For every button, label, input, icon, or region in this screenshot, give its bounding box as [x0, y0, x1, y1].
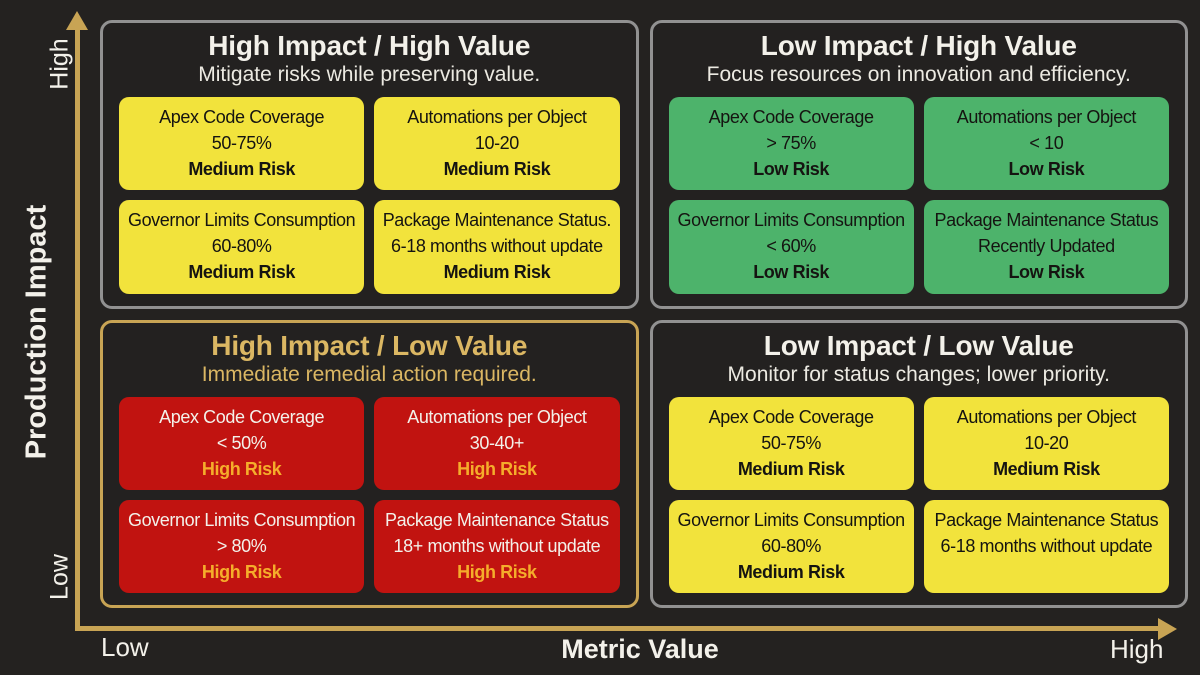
metric-card-automations-per-object: Automations per Object < 10 Low Risk	[923, 97, 1169, 191]
y-axis-arrow-up-icon	[66, 11, 88, 30]
metric-card-apex-code-coverage: Apex Code Coverage 50-75% Medium Risk	[668, 396, 914, 490]
quadrant-subtitle: Mitigate risks while preserving value.	[198, 63, 541, 86]
metric-risk-label: Medium Risk	[737, 458, 845, 479]
metric-value: < 50%	[216, 432, 267, 453]
metric-risk-label: Medium Risk	[188, 262, 295, 283]
metric-value: 18+ months without update	[393, 535, 601, 556]
metric-card-automations-per-object: Automations per Object 10-20 Medium Risk	[923, 396, 1169, 490]
quadrant-high-impact-low-value: High Impact / Low Value Immediate remedi…	[100, 319, 639, 608]
metric-card-apex-code-coverage: Apex Code Coverage 50-75% Medium Risk	[119, 97, 365, 191]
metric-risk-label: Low Risk	[1008, 159, 1085, 180]
metric-value: 6-18 months without update	[391, 236, 603, 257]
metric-card-governor-limits-consumption: Governor Limits Consumption 60-80% Mediu…	[668, 499, 914, 593]
metric-value: 50-75%	[761, 432, 821, 453]
metric-card-governor-limits-consumption: Governor Limits Consumption > 80% High R…	[119, 499, 365, 593]
metric-risk-label: High Risk	[457, 561, 537, 582]
metric-value: 10-20	[474, 133, 519, 154]
quadrant-title: High Impact / High Value	[208, 30, 531, 61]
y-axis-high-label: High	[45, 38, 74, 90]
metric-name: Automations per Object	[956, 107, 1137, 127]
y-axis-low-label: Low	[45, 554, 74, 600]
metric-risk-label: Medium Risk	[737, 561, 845, 582]
card-grid: Apex Code Coverage 50-75% Medium Risk Au…	[668, 396, 1169, 593]
metric-card-package-maintenance-status: Package Maintenance Status 6-18 months w…	[923, 499, 1169, 593]
metric-card-governor-limits-consumption: Governor Limits Consumption 60-80% Mediu…	[119, 200, 365, 294]
metric-value: 6-18 months without update	[940, 535, 1153, 556]
metric-card-package-maintenance-status: Package Maintenance Status 18+ months wi…	[374, 499, 620, 593]
metric-value: Recently Updated	[978, 236, 1115, 257]
metric-card-automations-per-object: Automations per Object 30-40+ High Risk	[374, 396, 620, 490]
metric-card-package-maintenance-status: Package Maintenance Status Recently Upda…	[923, 200, 1169, 294]
metric-value: < 60%	[766, 236, 816, 257]
quadrant-low-impact-low-value: Low Impact / Low Value Monitor for statu…	[649, 319, 1188, 608]
metric-value: 30-40+	[469, 432, 525, 453]
metric-value: > 75%	[766, 133, 816, 154]
metric-name: Governor Limits Consumption	[127, 210, 356, 231]
metric-risk-label: Medium Risk	[443, 262, 551, 283]
metric-value: 60-80%	[211, 236, 272, 257]
quadrant-low-impact-high-value: Low Impact / High Value Focus resources …	[649, 20, 1188, 309]
quadrant-subtitle: Focus resources on innovation and effici…	[706, 63, 1131, 86]
metric-risk-label: Low Risk	[753, 262, 830, 283]
metric-name: Automations per Object	[407, 107, 587, 127]
metric-name: Apex Code Coverage	[159, 406, 325, 427]
metric-name: Package Maintenance Status.	[382, 210, 612, 231]
metric-card-apex-code-coverage: Apex Code Coverage > 75% Low Risk	[668, 97, 914, 191]
y-axis-title: Production Impact	[20, 204, 53, 460]
metric-name: Apex Code Coverage	[708, 406, 874, 427]
metric-name: Automations per Object	[956, 406, 1137, 427]
x-axis-high-label: High	[1110, 634, 1164, 664]
metric-risk-label: High Risk	[457, 458, 537, 479]
metric-name: Package Maintenance Status	[385, 509, 609, 530]
x-axis-arrow-right-icon	[1158, 617, 1177, 640]
metric-value: > 80%	[216, 535, 267, 556]
metric-name: Apex Code Coverage	[159, 107, 325, 127]
metric-name: Package Maintenance Status	[934, 509, 1159, 530]
metric-risk-label: High Risk	[201, 561, 282, 582]
quadrant-subtitle: Immediate remedial action required.	[201, 362, 537, 386]
metric-risk-label: Low Risk	[753, 159, 830, 180]
metric-name: Governor Limits Consumption	[677, 210, 905, 231]
metric-value: 10-20	[1024, 432, 1069, 453]
card-grid: Apex Code Coverage 50-75% Medium Risk Au…	[119, 97, 620, 294]
metric-value: 60-80%	[761, 535, 821, 556]
metric-card-package-maintenance-status: Package Maintenance Status. 6-18 months …	[374, 200, 620, 294]
quadrant-title: Low Impact / High Value	[760, 30, 1077, 61]
metric-value: 50-75%	[211, 133, 272, 154]
metric-card-governor-limits-consumption: Governor Limits Consumption < 60% Low Ri…	[668, 200, 914, 294]
quadrant-high-impact-high-value: High Impact / High Value Mitigate risks …	[100, 20, 639, 309]
quadrant-title: Low Impact / Low Value	[763, 329, 1074, 361]
quadrant-grid: High Impact / High Value Mitigate risks …	[100, 20, 1188, 608]
metric-risk-label: Medium Risk	[993, 458, 1100, 479]
metric-card-automations-per-object: Automations per Object 10-20 Medium Risk	[374, 97, 620, 191]
metric-name: Governor Limits Consumption	[127, 509, 356, 530]
metric-risk-label: Low Risk	[1008, 262, 1085, 283]
x-axis-low-label: Low	[101, 632, 149, 662]
metric-risk-label: Medium Risk	[188, 159, 295, 180]
metric-card-apex-code-coverage: Apex Code Coverage < 50% High Risk	[119, 396, 365, 490]
quadrant-title: High Impact / Low Value	[211, 329, 528, 361]
metric-name: Package Maintenance Status	[934, 210, 1159, 231]
metric-value: < 10	[1029, 133, 1064, 154]
x-axis-title: Metric Value	[561, 634, 719, 664]
metric-risk-label: Medium Risk	[443, 159, 551, 180]
metric-name: Governor Limits Consumption	[677, 509, 905, 530]
x-axis-line	[75, 626, 1160, 631]
quadrant-subtitle: Monitor for status changes; lower priori…	[727, 362, 1110, 386]
card-grid: Apex Code Coverage > 75% Low Risk Automa…	[668, 97, 1169, 294]
metric-risk-label: High Risk	[201, 458, 282, 479]
metric-name: Automations per Object	[407, 406, 587, 427]
card-grid: Apex Code Coverage < 50% High Risk Autom…	[119, 396, 620, 593]
metric-name: Apex Code Coverage	[708, 107, 874, 127]
y-axis-line	[75, 28, 80, 629]
